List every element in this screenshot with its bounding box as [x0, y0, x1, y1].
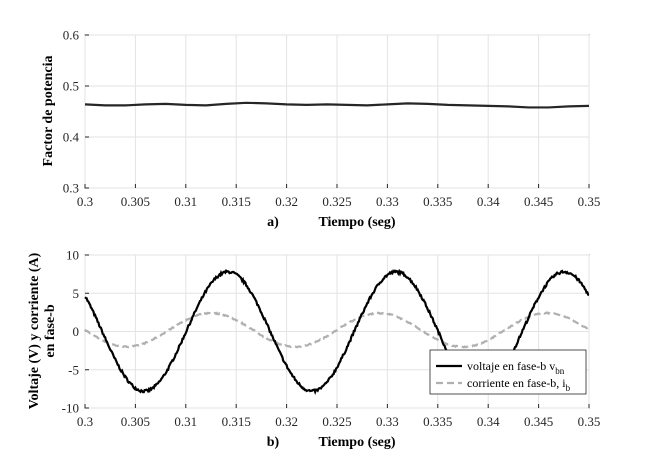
panel-b-label: b) [267, 435, 280, 450]
x-tick-label: 0.33 [376, 194, 399, 209]
x-tick-label: 0.35 [578, 414, 601, 429]
x-tick-label: 0.31 [174, 414, 197, 429]
x-tick-label: 0.34 [477, 194, 500, 209]
panel-a-label: a) [267, 215, 279, 230]
y-tick-label: 5 [73, 286, 80, 301]
panel-a-grid [84, 34, 590, 189]
legend-voltage-label: voltaje en fase-b vbn [467, 359, 565, 376]
legend-current-sub: b [566, 383, 571, 393]
y-tick-label: -10 [62, 401, 79, 416]
panel-a-y-ticks: 0.3 0.4 0.5 0.6 [63, 28, 89, 196]
x-tick-label: 0.3 [77, 414, 93, 429]
y-tick-label: 0.5 [63, 79, 79, 94]
legend-voltage-main: voltaje en fase-b v [467, 359, 555, 373]
x-tick-label: 0.335 [423, 414, 452, 429]
x-tick-label: 0.305 [121, 414, 150, 429]
x-tick-label: 0.325 [322, 414, 351, 429]
x-tick-label: 0.33 [376, 414, 399, 429]
x-tick-label: 0.3 [77, 194, 93, 209]
x-tick-label: 0.325 [322, 194, 351, 209]
y-tick-label: 10 [66, 248, 79, 263]
y-tick-label: 0.4 [63, 130, 80, 145]
panel-b-current-line [84, 311, 590, 349]
panel-b: 0.3 0.305 0.31 0.315 0.32 0.325 0.33 0.335 0.34 0… [27, 248, 600, 451]
x-tick-label: 0.315 [222, 194, 251, 209]
y-tick-label: -5 [68, 362, 79, 377]
x-tick-label: 0.345 [524, 414, 553, 429]
panel-b-y-ticks: -10 -5 0 5 10 [62, 248, 89, 416]
panel-b-y-axis-label-line2: en fase-b [43, 304, 58, 357]
x-tick-label: 0.345 [524, 194, 553, 209]
x-tick-label: 0.35 [578, 194, 601, 209]
panel-a-x-axis-label: Tiempo (seg) [318, 215, 395, 230]
x-tick-label: 0.32 [275, 194, 298, 209]
x-tick-label: 0.335 [423, 194, 452, 209]
panel-b-x-ticks: 0.3 0.305 0.31 0.315 0.32 0.325 0.33 0.335 0.34 0… [77, 404, 601, 429]
x-tick-label: 0.305 [121, 194, 150, 209]
panel-b-x-axis-label: Tiempo (seg) [318, 435, 395, 450]
y-tick-label: 0.6 [63, 28, 80, 43]
legend-voltage-sub: bn [555, 366, 565, 376]
legend-current-label: corriente en fase-b, ib [467, 376, 571, 393]
legend-box [429, 349, 587, 395]
x-tick-label: 0.34 [477, 414, 500, 429]
x-tick-label: 0.31 [174, 194, 197, 209]
panel-a: 0.3 0.305 0.31 0.315 0.32 0.325 0.33 0.335 0.34 0… [41, 28, 600, 231]
panel-a-x-ticks: 0.3 0.305 0.31 0.315 0.32 0.325 0.33 0.335 0.34 0… [77, 184, 601, 209]
x-tick-label: 0.32 [275, 414, 298, 429]
panel-b-y-axis-label-line1: Voltaje (V) y corriente (A) [27, 252, 42, 409]
y-tick-label: 0.3 [63, 181, 79, 196]
panel-b-legend: voltaje en fase-b vbn corriente en fase-… [429, 349, 587, 395]
x-tick-label: 0.315 [222, 414, 251, 429]
panel-a-y-axis-label: Factor de potencia [41, 56, 56, 167]
legend-current-main: corriente en fase-b, i [467, 376, 566, 390]
y-tick-label: 0 [73, 324, 80, 339]
panel-a-power-factor-line [84, 101, 590, 109]
